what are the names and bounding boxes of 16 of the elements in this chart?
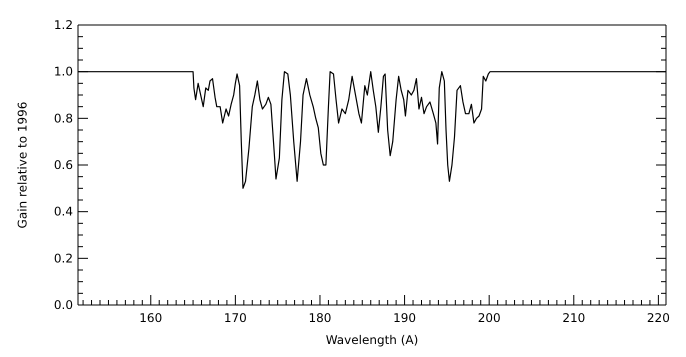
y-tick-label: 0.0 [54, 298, 73, 312]
x-tick-label: 210 [562, 311, 586, 325]
x-axis-title: Wavelength (A) [326, 333, 418, 347]
x-tick-label: 160 [139, 311, 162, 325]
x-tick-label: 170 [224, 311, 247, 325]
x-tick-label: 200 [478, 311, 501, 325]
y-tick-label: 0.4 [54, 204, 73, 219]
y-tick-label: 0.2 [54, 251, 73, 266]
x-tick-label: 180 [308, 311, 332, 325]
x-tick-label: 190 [393, 311, 416, 325]
y-tick-label: 0.8 [54, 111, 73, 126]
y-tick-label: 0.6 [54, 158, 73, 172]
y-axis-title: Gain relative to 1996 [15, 102, 30, 228]
y-tick-label: 1.0 [54, 64, 73, 79]
x-tick-label: 220 [646, 311, 670, 325]
y-tick-label: 1.2 [54, 18, 73, 32]
